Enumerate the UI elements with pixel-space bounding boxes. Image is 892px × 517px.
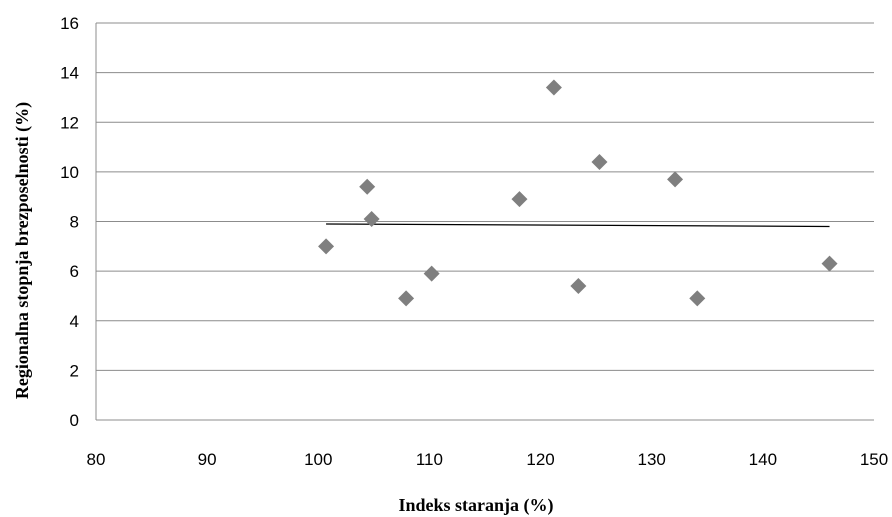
data-point	[570, 278, 587, 295]
y-tick-label: 6	[70, 262, 79, 281]
data-point	[398, 290, 415, 307]
y-tick-label: 2	[70, 361, 79, 380]
y-tick-label: 16	[60, 14, 79, 33]
y-tick-labels: 0 2 4 6 8 10 12 14 16	[60, 14, 79, 430]
trendline-layer	[326, 223, 830, 228]
data-point	[511, 191, 528, 208]
data-point	[821, 255, 838, 272]
x-axis-title: Indeks staranja (%)	[398, 495, 553, 516]
x-tick-label: 90	[198, 450, 217, 469]
x-tick-label: 150	[860, 450, 888, 469]
y-tick-label: 0	[70, 411, 79, 430]
x-tick-labels: 80 90 100 110 120 130 140 150	[87, 450, 889, 469]
data-points	[318, 79, 838, 307]
x-tick-label: 120	[526, 450, 554, 469]
y-tick-label: 4	[70, 312, 79, 331]
y-axis-title: Regionalna stopnja brezposelnosti (%)	[12, 102, 33, 399]
data-point	[667, 171, 684, 188]
grid-lines	[96, 22, 874, 371]
data-point	[318, 238, 335, 255]
data-point	[363, 211, 380, 228]
x-tick-label: 110	[416, 450, 443, 469]
x-tick-label: 80	[87, 450, 106, 469]
y-tick-label: 14	[60, 64, 79, 83]
data-point	[423, 265, 440, 282]
y-tick-label: 10	[60, 163, 79, 182]
y-tick-label: 12	[60, 113, 79, 132]
data-point	[545, 79, 562, 96]
x-tick-label: 140	[749, 450, 777, 469]
data-point	[359, 178, 376, 195]
y-tick-label: 8	[70, 213, 79, 232]
data-point	[689, 290, 706, 307]
data-point	[591, 153, 608, 170]
trendline	[326, 223, 830, 228]
x-tick-label: 130	[638, 450, 666, 469]
x-tick-label: 100	[304, 450, 332, 469]
